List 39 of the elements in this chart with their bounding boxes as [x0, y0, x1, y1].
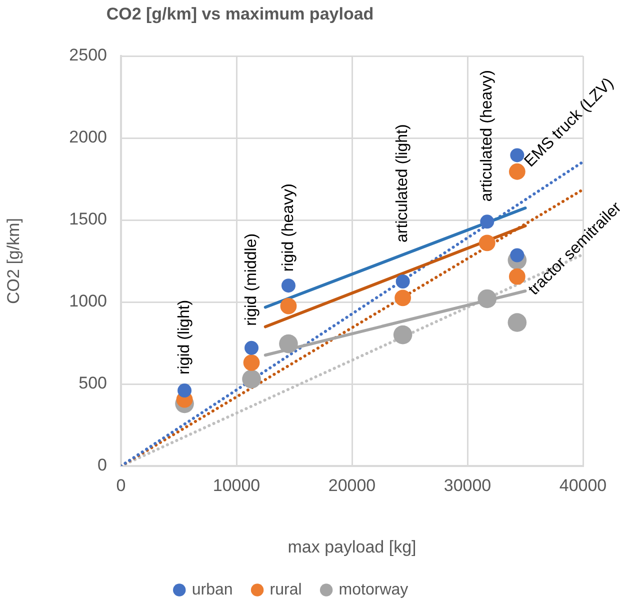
- y-tick-label: 1000: [69, 292, 107, 311]
- y-tick-label: 2500: [69, 46, 107, 65]
- point: [178, 384, 192, 398]
- y-tick-label: 500: [78, 374, 107, 393]
- legend-label: rural: [270, 581, 302, 598]
- chart-title: CO2 [g/km] vs maximum payload: [106, 4, 374, 24]
- point: [394, 290, 412, 306]
- x-tick-label: 10000: [212, 476, 260, 495]
- x-tick-label: 20000: [328, 476, 376, 495]
- point: [508, 268, 526, 285]
- point: [279, 334, 298, 354]
- legend-label: urban: [192, 581, 233, 598]
- point: [393, 325, 412, 344]
- annotation: rigid (light): [176, 300, 193, 375]
- annotation: rigid (middle): [242, 233, 260, 326]
- x-tick-label: 40000: [559, 476, 607, 495]
- legend-label: motorway: [338, 581, 408, 598]
- point: [242, 370, 261, 388]
- point: [478, 234, 496, 252]
- point: [508, 313, 527, 332]
- y-tick-label: 2000: [69, 128, 107, 147]
- point: [508, 163, 526, 180]
- point: [480, 214, 494, 229]
- point: [280, 298, 297, 314]
- y-tick-label: 1500: [69, 210, 107, 229]
- annotation: articulated (light): [394, 124, 412, 242]
- y-axis-title: CO2 [g/km]: [4, 218, 23, 304]
- point: [478, 289, 497, 308]
- point: [281, 278, 296, 293]
- point: [510, 148, 524, 162]
- point: [244, 340, 259, 355]
- point: [243, 354, 260, 371]
- y-tick-label: 0: [98, 456, 107, 475]
- point: [396, 274, 410, 288]
- x-axis-title: max payload [kg]: [288, 537, 416, 556]
- x-tick-label: 30000: [444, 476, 492, 495]
- annotation: rigid (heavy): [280, 184, 297, 272]
- annotation: articulated (heavy): [478, 70, 496, 202]
- x-tick-label: 0: [116, 476, 126, 495]
